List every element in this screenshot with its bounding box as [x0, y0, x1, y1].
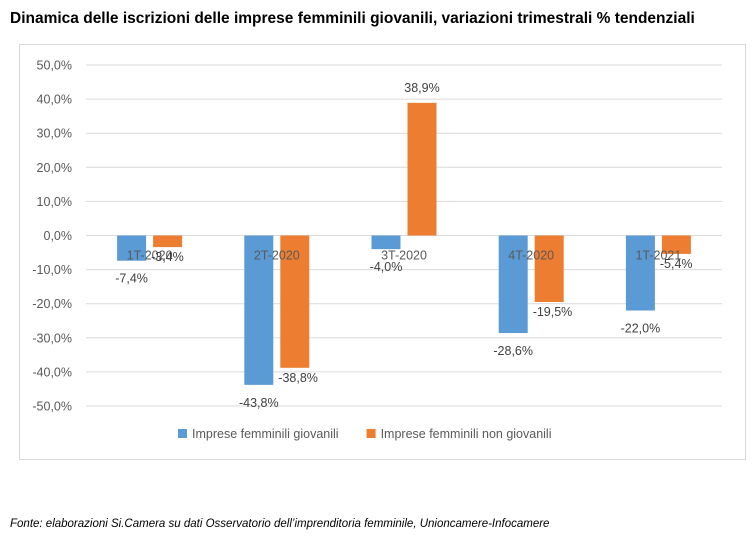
y-tick-label: 0,0% [44, 229, 73, 243]
y-tick-label: 40,0% [37, 93, 72, 107]
x-tick-label: 3T-2020 [381, 249, 427, 263]
x-tick-label: 4T-2020 [508, 249, 554, 263]
legend-label: Imprese femminili giovanili [192, 427, 339, 441]
data-label: -22,0% [621, 322, 661, 336]
source-note: Fonte: elaborazioni Si.Camera su dati Os… [10, 518, 550, 530]
data-label: -4,0% [370, 260, 403, 274]
legend-label: Imprese femminili non giovanili [381, 427, 552, 441]
bar [498, 235, 528, 334]
bar [280, 235, 310, 368]
x-tick-label: 1T-2020 [127, 249, 173, 263]
bar [117, 235, 147, 261]
data-label: -28,6% [493, 344, 533, 358]
bar [534, 235, 564, 302]
bar [371, 235, 401, 250]
y-tick-label: -20,0% [32, 297, 72, 311]
y-tick-label: -50,0% [32, 400, 72, 414]
y-tick-label: -30,0% [32, 331, 72, 345]
y-tick-label: 50,0% [37, 59, 72, 73]
data-label: -19,5% [533, 305, 573, 319]
chart-title: Dinamica delle iscrizioni delle imprese … [10, 10, 695, 27]
data-label: 38,9% [404, 81, 439, 95]
data-label: -5,4% [660, 257, 693, 271]
y-tick-label: 10,0% [37, 195, 72, 209]
data-label: -3,4% [151, 250, 184, 264]
bar [407, 102, 437, 236]
bar [244, 235, 274, 385]
bar [153, 235, 183, 248]
y-tick-label: -10,0% [32, 263, 72, 277]
legend-swatch [178, 429, 187, 438]
data-label: -43,8% [239, 396, 279, 410]
data-label: -7,4% [115, 272, 148, 286]
y-tick-label: 30,0% [37, 127, 72, 141]
bar [661, 235, 691, 254]
legend-swatch [366, 429, 376, 438]
x-tick-label: 2T-2020 [254, 249, 300, 263]
x-tick-label: 1T-2021 [635, 249, 681, 263]
y-tick-label: 20,0% [37, 161, 72, 175]
chart-area [19, 44, 746, 460]
bar [625, 235, 655, 311]
y-tick-label: -40,0% [32, 365, 72, 379]
data-label: -38,8% [278, 371, 318, 385]
